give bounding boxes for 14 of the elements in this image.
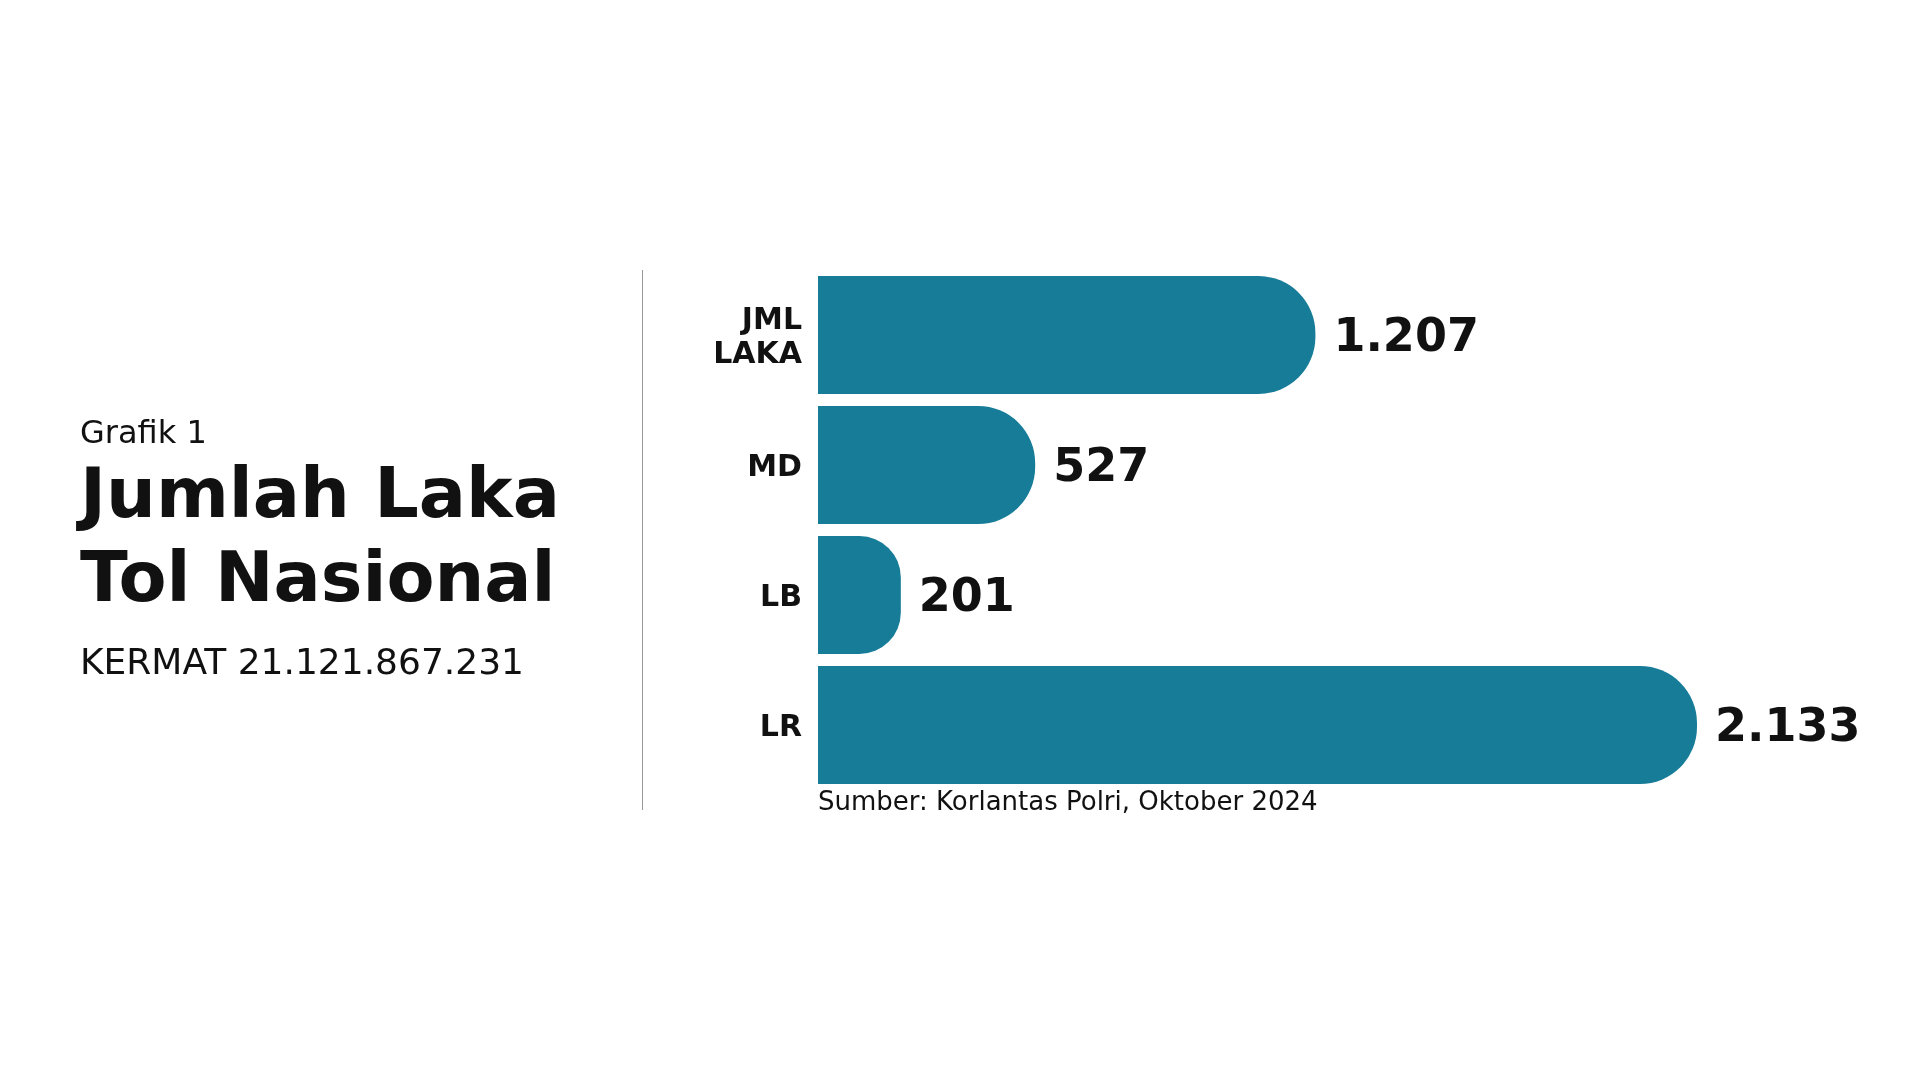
bar	[818, 666, 1697, 784]
text: Grafik 1	[80, 413, 208, 451]
bar	[818, 406, 1036, 524]
data-label: 1.207	[1333, 308, 1479, 363]
text: KERMAT 21.121.867.231	[80, 641, 525, 682]
y-tick-label: LB	[760, 577, 802, 613]
bar	[818, 276, 1316, 394]
y-tick-label: MD	[747, 447, 802, 483]
annotation: Sumber: Korlantas Polri, Oktober 2024	[818, 786, 1318, 816]
y-tick-label: LR	[759, 707, 802, 743]
data-label: 201	[918, 568, 1015, 623]
data-label: 2.133	[1715, 698, 1861, 753]
data-label: 527	[1053, 438, 1150, 493]
y-tick-label: JML LAKA	[713, 300, 803, 370]
